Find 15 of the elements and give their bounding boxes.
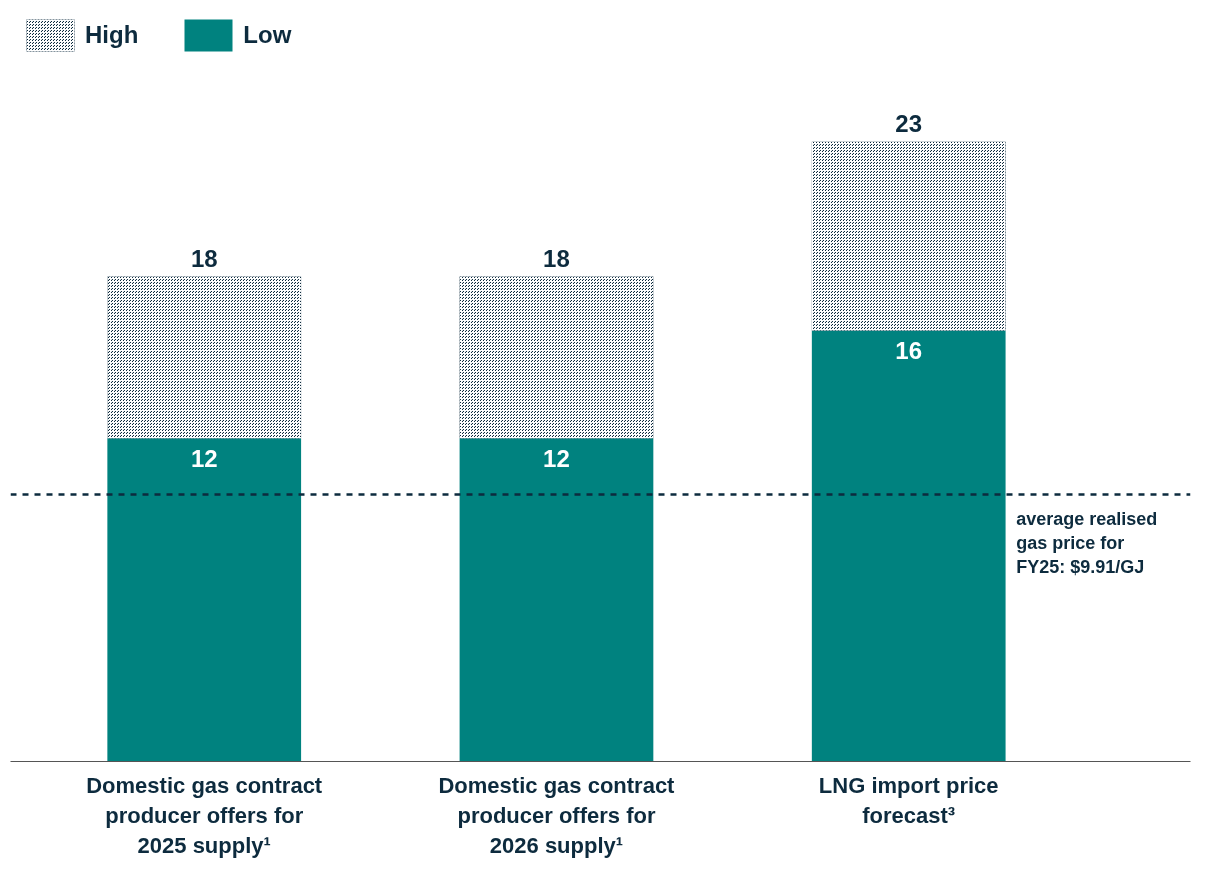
data-label: 16	[895, 337, 923, 365]
data-label: 12	[543, 445, 570, 473]
bar	[811, 330, 1006, 762]
legend-label: High	[85, 21, 139, 49]
bar	[107, 438, 302, 762]
x-tick-label: Domestic gas contract producer offers for 2026 supply¹	[438, 772, 676, 858]
total-label: 18	[190, 244, 218, 272]
data-label: 12	[190, 445, 218, 473]
legend-label: Low	[243, 21, 292, 49]
ref-line-label: average realised gas price for FY25: $9.91/GJ	[1016, 508, 1158, 577]
total-label: 18	[543, 244, 570, 272]
x-tick-label: Domestic gas contract producer offers for 2025 supply¹	[86, 772, 323, 858]
x-tick-label: LNG import price forecast³	[818, 772, 999, 828]
total-label: 23	[895, 109, 923, 137]
bar	[459, 438, 654, 762]
